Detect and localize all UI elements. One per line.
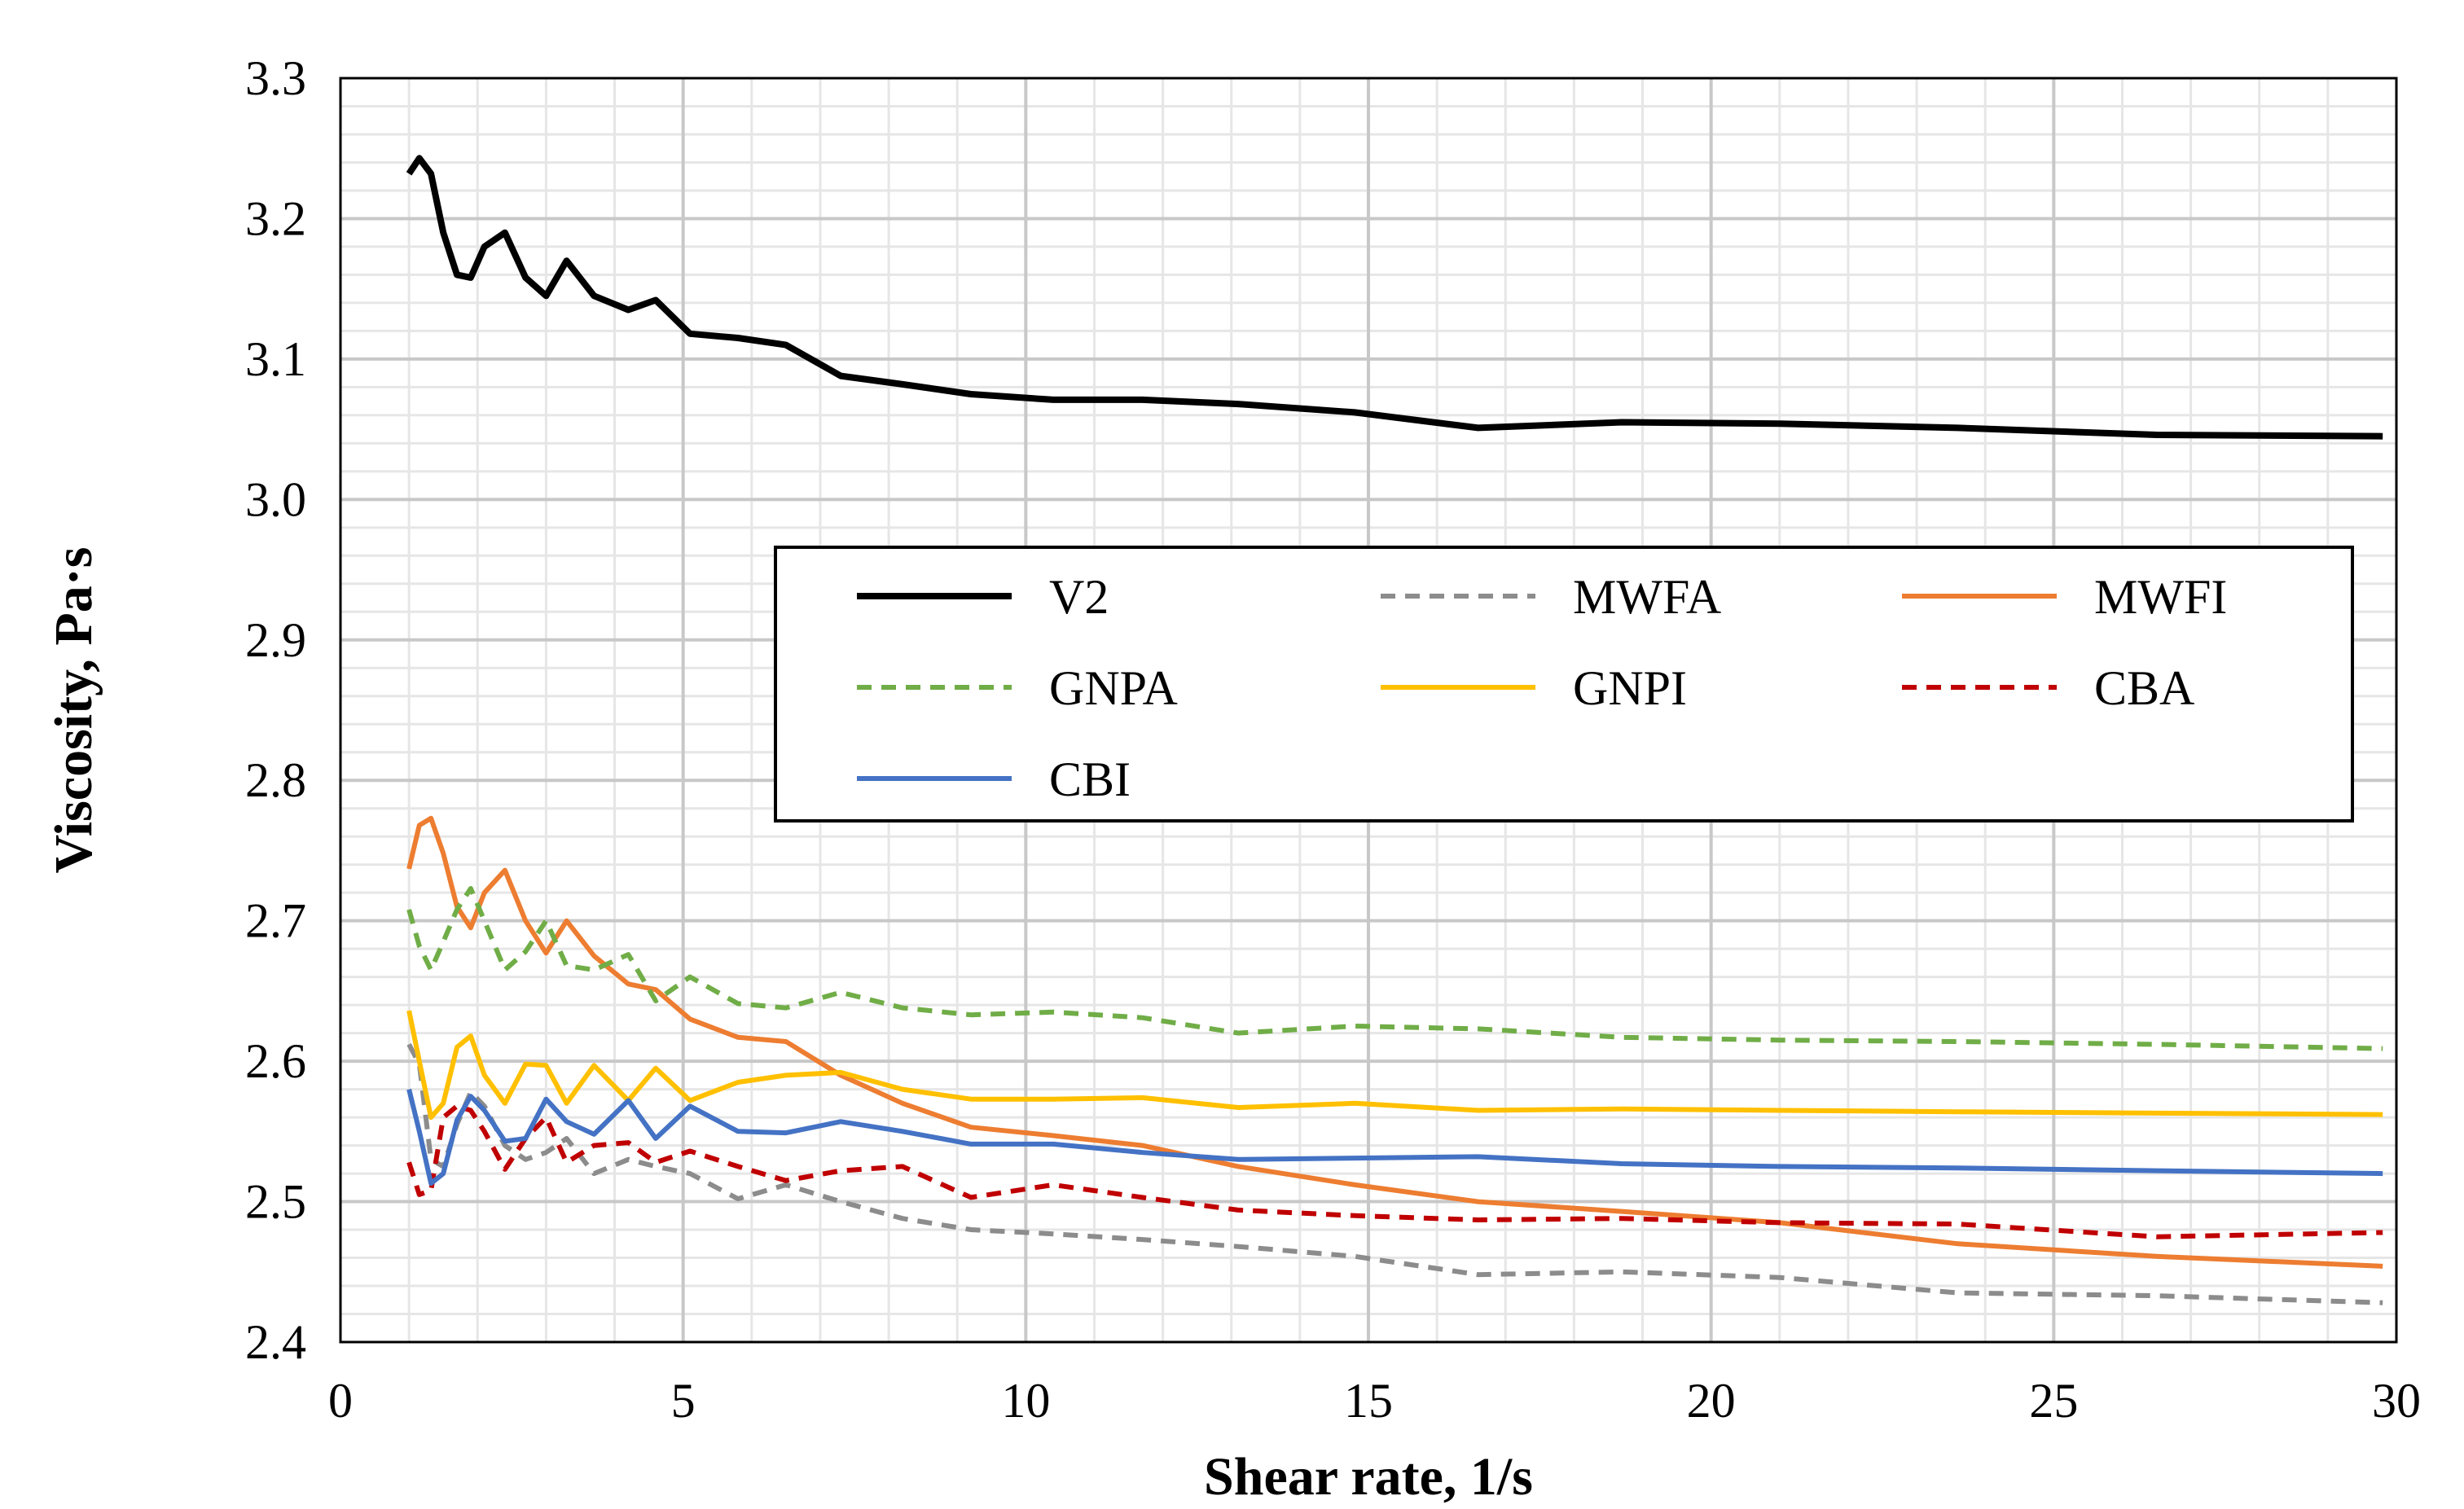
y-tick-label: 2.6 [245,1034,306,1088]
series-line-mwfi [406,815,2383,1269]
y-tick-label: 2.8 [245,753,306,807]
y-axis-title: Viscosity, Pa·s [44,547,103,874]
x-tick-label: 25 [2029,1374,2078,1428]
legend: V2 MWFA MWFI GNPA GNPI CBA CBI [774,546,2354,822]
x-tick-label: 15 [1344,1374,1393,1428]
y-tick-label: 2.4 [245,1315,306,1369]
legend-label-cba: CBA [2094,661,2194,715]
legend-label-mwfi: MWFI [2094,570,2227,624]
x-tick-label: 20 [1687,1374,1736,1428]
series-line-cba [406,1103,2383,1239]
y-tick-label: 3.3 [245,51,306,105]
series-line-cbi [406,1088,2383,1187]
x-tick-label: 0 [328,1374,353,1428]
series-lines [406,155,2383,1305]
major-gridlines [340,78,2396,1342]
y-tick-label: 3.2 [245,191,306,245]
y-tick-label: 3.0 [245,472,306,526]
series-line-v2 [406,155,2383,440]
y-axis-tick-labels: 2.4 2.5 2.6 2.7 2.8 2.9 3.0 3.1 3.2 3.3 [245,51,306,1369]
plot-area-frame [339,77,2398,1344]
y-tick-label: 2.7 [245,894,306,948]
y-tick-label: 2.9 [245,613,306,667]
series-line-gnpa [406,886,2383,1051]
series-line-gnpi [406,1010,2383,1121]
legend-box [774,546,2354,822]
legend-label-v2: V2 [1049,570,1109,624]
legend-label-mwfa: MWFA [1573,570,1721,624]
x-tick-label: 5 [671,1374,696,1428]
x-axis-title: Shear rate, 1/s [1204,1447,1533,1505]
x-tick-label: 30 [2372,1374,2421,1428]
y-tick-label: 3.1 [245,332,306,386]
x-axis-tick-labels: 0 5 10 15 20 25 30 [328,1374,2421,1428]
legend-label-cbi: CBI [1049,752,1131,806]
legend-label-gnpa: GNPA [1049,661,1178,715]
y-tick-label: 2.5 [245,1175,306,1229]
legend-label-gnpi: GNPI [1573,661,1687,715]
x-tick-label: 10 [1001,1374,1050,1428]
